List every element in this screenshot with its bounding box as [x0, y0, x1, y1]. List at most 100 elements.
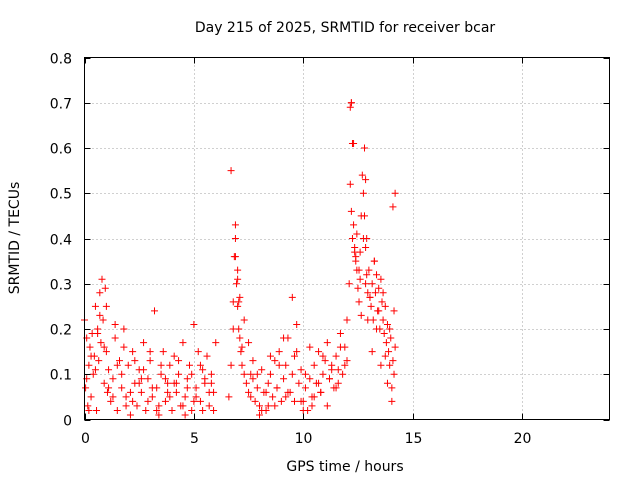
data-point [233, 280, 241, 288]
data-point [87, 393, 95, 401]
data-point [293, 348, 301, 356]
data-point [116, 357, 123, 365]
data-point [386, 361, 394, 369]
data-point [96, 289, 104, 297]
data-point [245, 339, 253, 347]
data-point [181, 411, 189, 419]
data-point [135, 379, 143, 387]
data-point [188, 406, 196, 414]
data-point [336, 330, 344, 338]
data-point [362, 244, 370, 252]
data-point [231, 253, 239, 261]
data-point [328, 366, 336, 374]
data-point [258, 406, 266, 414]
data-point [229, 325, 237, 333]
data-point [262, 388, 270, 396]
data-point [207, 370, 215, 378]
data-point [137, 375, 145, 383]
data-point [271, 402, 279, 410]
data-point [293, 320, 301, 328]
x-tick-label: 15 [405, 431, 423, 447]
data-point [245, 388, 253, 396]
data-point [240, 370, 248, 378]
data-point [236, 334, 244, 342]
data-point [379, 289, 387, 297]
data-point [190, 320, 198, 328]
data-point [192, 393, 200, 401]
data-point [190, 397, 198, 405]
data-point [368, 280, 376, 288]
data-point [84, 402, 92, 410]
data-point [148, 393, 156, 401]
data-point [358, 171, 366, 179]
data-point [161, 375, 169, 383]
data-point [201, 375, 209, 383]
data-point [109, 393, 117, 401]
data-point [153, 406, 161, 414]
data-point [166, 393, 174, 401]
data-point [238, 361, 246, 369]
data-point [275, 348, 283, 356]
data-point [120, 343, 128, 351]
y-tick-label: 0.2 [50, 323, 72, 339]
data-point [375, 284, 383, 292]
data-point [129, 348, 137, 356]
data-point [356, 248, 364, 256]
x-tick-labels: 0 5 10 15 20 [81, 431, 531, 447]
data-point [253, 384, 261, 392]
data-point [212, 339, 220, 347]
data-point [120, 325, 128, 333]
data-point [380, 330, 388, 338]
data-point [334, 379, 342, 387]
y-tick-label: 0.7 [50, 97, 72, 113]
data-point [273, 384, 281, 392]
data-point [151, 307, 158, 315]
data-point [348, 235, 356, 242]
data-point [93, 406, 101, 414]
data-point [301, 384, 309, 392]
data-point [266, 352, 274, 360]
data-point [332, 384, 340, 392]
data-point [310, 361, 318, 369]
plot-frame [84, 57, 610, 420]
data-point [371, 289, 379, 297]
data-point [355, 298, 363, 306]
data-point [168, 406, 176, 414]
data-point [364, 316, 372, 324]
data-point [383, 320, 391, 328]
data-point [326, 375, 333, 383]
data-point [271, 357, 279, 365]
data-point [146, 348, 154, 356]
data-point [370, 257, 378, 265]
data-point [321, 357, 329, 365]
data-point [98, 275, 106, 283]
data-point [382, 339, 390, 347]
chart-title: Day 215 of 2025, SRMTID for receiver bca… [195, 20, 496, 36]
data-point [102, 348, 110, 356]
data-point [356, 275, 364, 283]
data-point [205, 402, 213, 410]
data-point [188, 370, 196, 378]
data-point [319, 370, 327, 378]
data-point [275, 361, 283, 369]
data-point [122, 402, 130, 410]
data-point [86, 343, 94, 351]
data-point [346, 103, 354, 111]
data-point [288, 370, 296, 378]
data-point [199, 366, 207, 374]
data-point [131, 357, 139, 365]
data-point [231, 235, 239, 242]
grid-lines [84, 57, 610, 420]
data-point [192, 384, 200, 392]
data-point [247, 393, 255, 401]
data-point [85, 361, 93, 369]
data-point [159, 348, 167, 356]
data-point [282, 361, 290, 369]
data-point [118, 370, 126, 378]
data-point [183, 375, 191, 383]
data-point [379, 316, 387, 324]
data-point [332, 352, 340, 360]
data-point [87, 352, 95, 360]
data-point [164, 388, 172, 396]
data-point [334, 366, 342, 374]
